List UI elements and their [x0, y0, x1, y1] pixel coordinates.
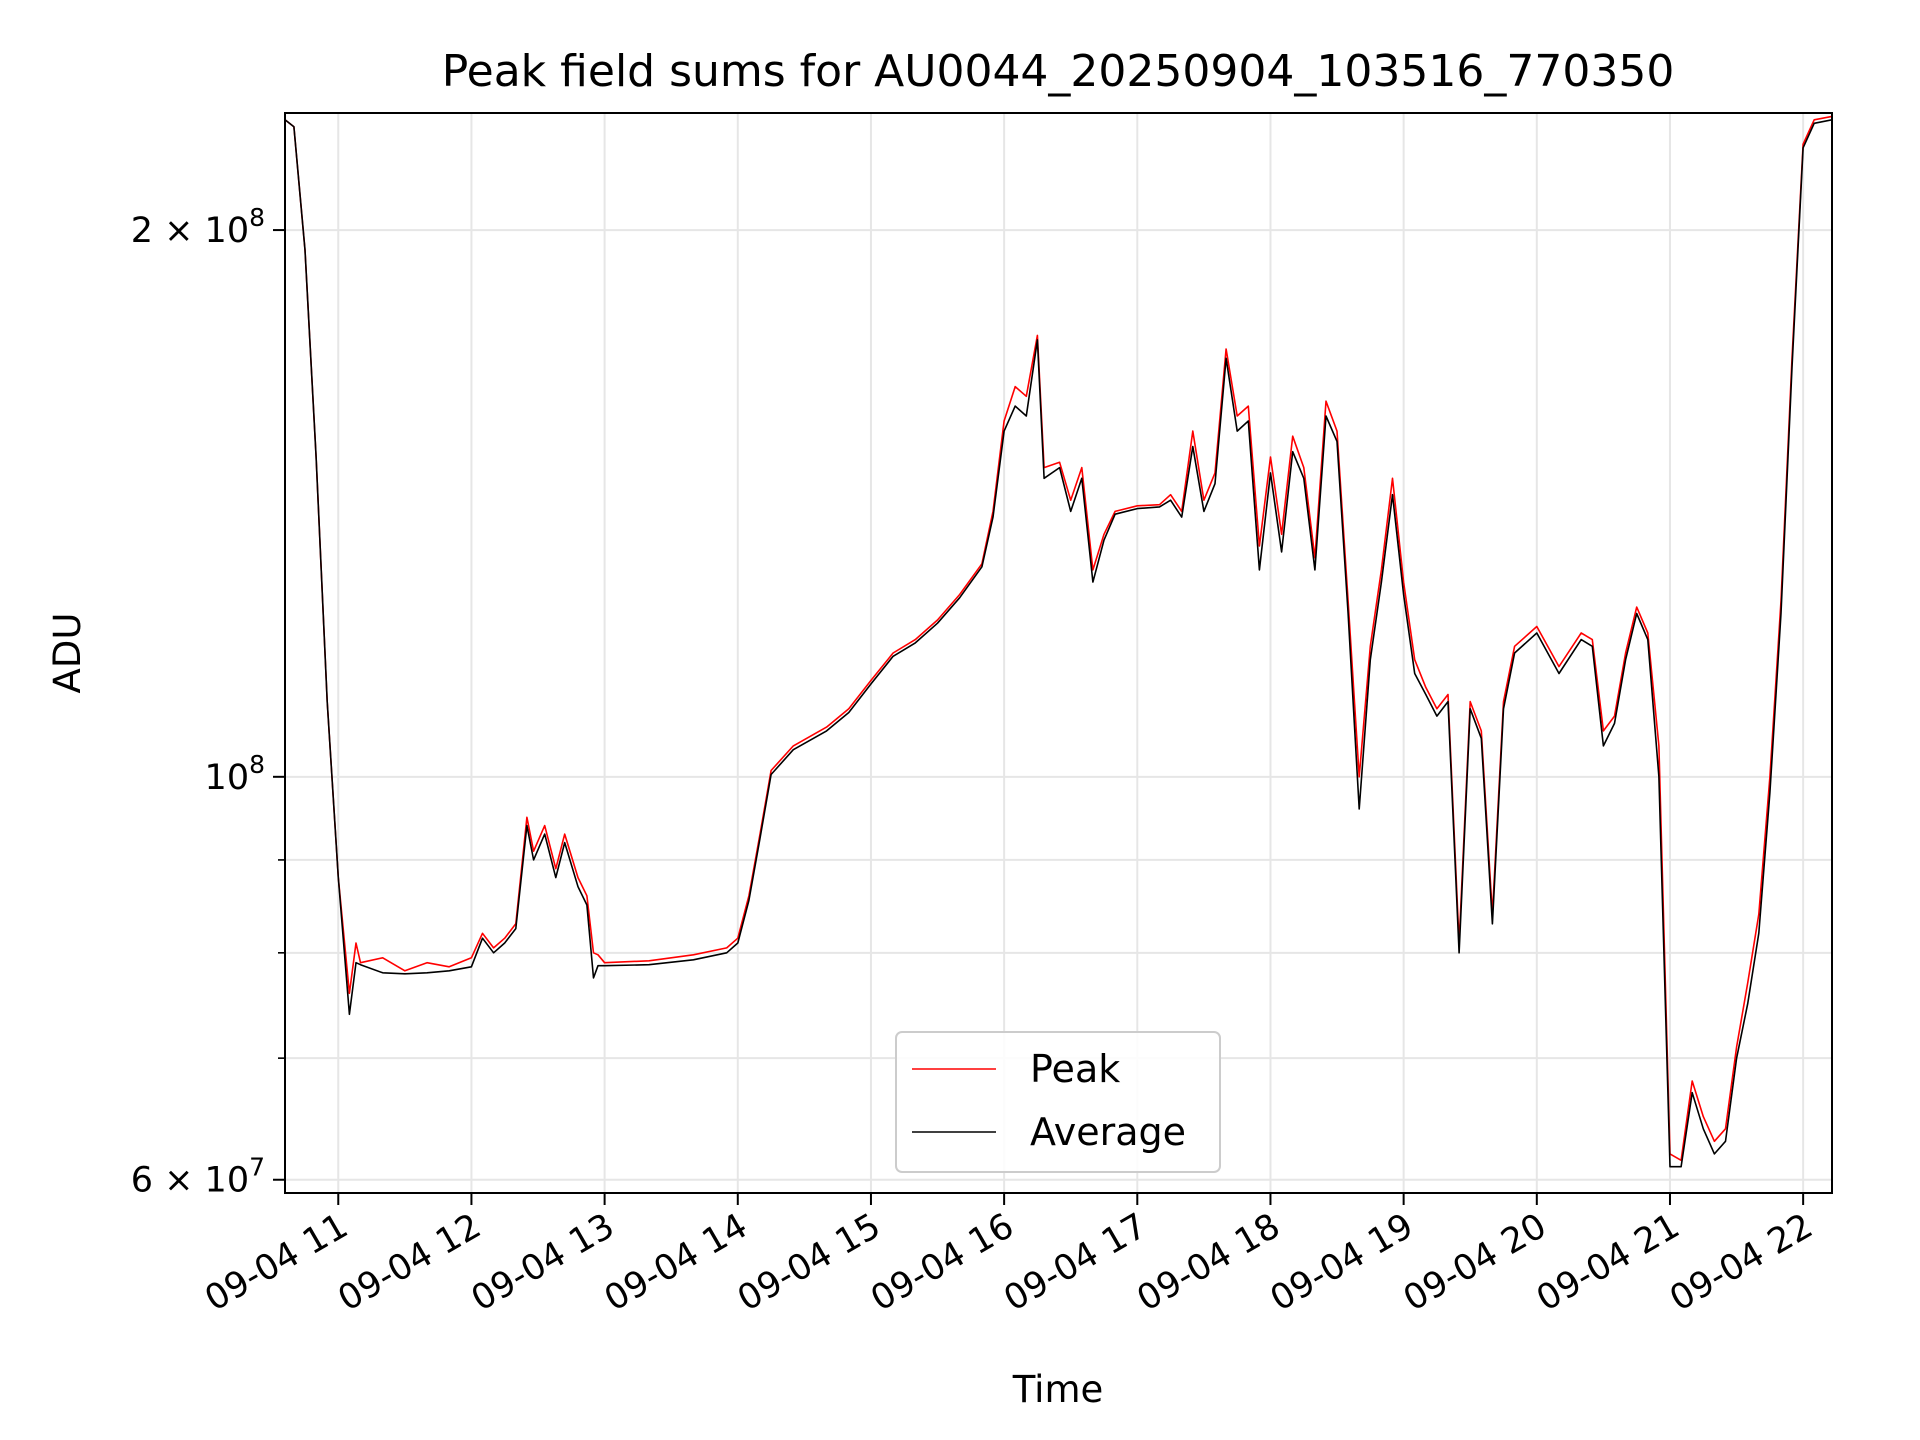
- y-axis-label: ADU: [46, 613, 89, 694]
- grid: [285, 113, 1832, 1193]
- y-tick-label: 6 × 107: [131, 1153, 265, 1201]
- legend-label-peak: Peak: [1030, 1047, 1120, 1091]
- plot-frame: [284, 112, 1833, 1194]
- y-axis: 2 × 108 108 6 × 107: [131, 203, 285, 1201]
- y-tick-label: 2 × 108: [131, 203, 265, 251]
- series-line-peak: [285, 115, 1832, 1162]
- x-axis-label: Time: [1012, 1368, 1104, 1411]
- series-layer: [285, 115, 1832, 1168]
- y-tick-label: 108: [205, 750, 265, 798]
- series-line-average: [285, 119, 1832, 1168]
- chart-title: Peak field sums for AU0044_20250904_1035…: [442, 46, 1675, 97]
- legend: Peak Average: [895, 1031, 1221, 1173]
- legend-label-average: Average: [1030, 1110, 1186, 1154]
- legend-box: [895, 1031, 1221, 1173]
